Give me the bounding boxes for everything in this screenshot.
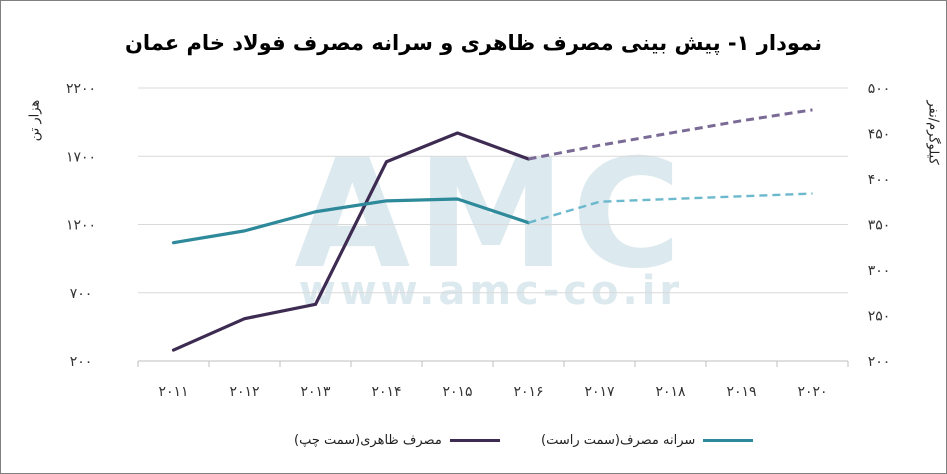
watermark-url-text: www.amc-co.ir bbox=[299, 268, 683, 314]
x-tick-label: ۲۰۱۵ bbox=[442, 384, 472, 400]
legend-item-percapita: سرانه مصرف(سمت راست) bbox=[541, 433, 754, 448]
legend-swatch-apparent bbox=[449, 439, 500, 442]
x-tick-label: ۲۰۱۲ bbox=[229, 384, 259, 400]
legend-label-percapita: سرانه مصرف(سمت راست) bbox=[541, 433, 696, 448]
right-tick-label: ۵۰۰ bbox=[868, 81, 891, 97]
right-tick-label: ۴۵۰ bbox=[868, 127, 891, 143]
x-tick-label: ۲۰۱۱ bbox=[158, 384, 188, 400]
left-tick-label: ۱۷۰۰ bbox=[66, 149, 96, 165]
x-tick-label: ۲۰۲۰ bbox=[797, 384, 827, 400]
right-tick-label: ۴۰۰ bbox=[868, 172, 891, 188]
left-tick-label: ۲۲۰۰ bbox=[66, 81, 96, 97]
left-tick-label: ۱۲۰۰ bbox=[66, 218, 96, 234]
apparent-consumption-forecast-line bbox=[528, 108, 813, 161]
legend-label-apparent: مصرف ظاهری(سمت چپ) bbox=[294, 433, 442, 448]
chart-title: نمودار ۱- پیش بینی مصرف ظاهری و سرانه مص… bbox=[125, 31, 822, 55]
left-tick-label: ۲۰۰ bbox=[70, 354, 93, 370]
left-tick-label: ۷۰۰ bbox=[70, 286, 93, 302]
per-capita-consumption-line bbox=[171, 197, 531, 245]
per-capita-consumption-forecast-line bbox=[528, 192, 813, 224]
x-tick-label: ۲۰۱۹ bbox=[726, 384, 756, 400]
right-tick-label: ۲۵۰ bbox=[868, 309, 891, 325]
legend-item-apparent: مصرف ظاهری(سمت چپ) bbox=[294, 433, 500, 448]
x-tick-label: ۲۰۱۸ bbox=[655, 384, 686, 400]
right-tick-label: ۳۵۰ bbox=[868, 218, 891, 234]
right-tick-label: ۳۰۰ bbox=[868, 263, 891, 279]
legend-swatch-percapita bbox=[703, 439, 754, 442]
right-tick-label: ۲۰۰ bbox=[868, 354, 891, 370]
x-tick-label: ۲۰۱۳ bbox=[300, 384, 331, 400]
x-tick-label: ۲۰۱۷ bbox=[584, 384, 615, 400]
x-tick-label: ۲۰۱۴ bbox=[371, 384, 401, 400]
x-tick-label: ۲۰۱۶ bbox=[513, 384, 543, 400]
apparent-consumption-line bbox=[171, 131, 531, 352]
